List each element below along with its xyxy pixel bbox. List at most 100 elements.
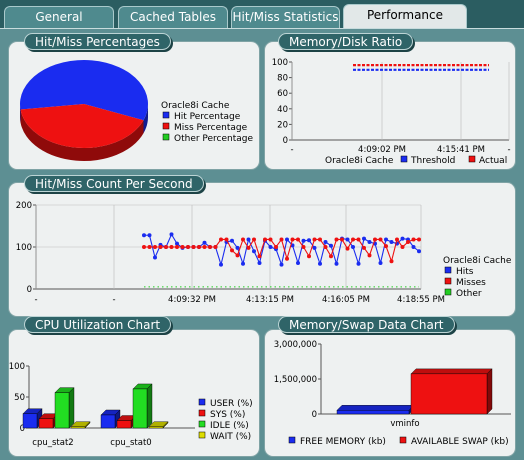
bar-sys-cpu-stat2: [38, 418, 54, 429]
x-tick-label: 4:13:15 PM: [246, 295, 294, 305]
data-point-hits: [334, 261, 339, 266]
legend-label-miss-percentage: Miss Percentage: [174, 123, 248, 133]
data-point-misses: [296, 237, 300, 242]
data-point-misses: [252, 237, 256, 242]
y-tick-label: 100: [16, 243, 32, 253]
data-point-misses: [323, 245, 328, 249]
data-point-hits: [323, 239, 328, 244]
y-tick-label: 0: [27, 285, 32, 295]
y-tick-label: 200: [16, 201, 32, 211]
pie-slice-miss-percentage: [20, 104, 144, 148]
pie-slice-hit-percentage: [20, 60, 148, 121]
memory-swap-bar-chart: 3,000,000 1,500,000 0 vminfo FREE MEMORY (kb…: [274, 340, 511, 447]
data-point-hits: [169, 232, 174, 237]
bar-sys-cpu-stat0: [116, 420, 132, 429]
data-point-hits: [246, 237, 251, 242]
x-tick-label: -: [112, 295, 115, 305]
bar-available-swap-kb-top: [410, 368, 493, 375]
data-point-misses: [224, 237, 229, 242]
data-point-misses: [257, 254, 262, 259]
performance-monitor-page: Oracle8i Cache Hit Percentage Miss Percent…: [0, 28, 524, 460]
data-point-misses: [241, 237, 245, 242]
legend-label-user: USER (%): [210, 399, 253, 409]
data-point-misses: [169, 245, 174, 249]
data-point-misses: [312, 237, 317, 242]
legend-label-threshold: Threshold: [410, 156, 455, 166]
legend-swatch-actual: [468, 155, 476, 163]
cpu-utilization-title: CPU Utilization Chart: [24, 316, 172, 333]
data-point-misses: [351, 237, 355, 242]
y-tick-label: 100: [9, 362, 25, 372]
tab-general[interactable]: General: [4, 6, 114, 28]
y-tick-label: 0: [20, 424, 25, 434]
data-point-hits: [241, 261, 245, 266]
legend-swatch-wait: [198, 431, 206, 439]
bar-free-memory-kb: [336, 410, 410, 415]
data-point-hits: [329, 243, 333, 248]
bar-available-swap-kb: [410, 373, 488, 415]
tab-hit-miss-statistics[interactable]: Hit/Miss Statistics: [231, 6, 340, 28]
memory-disk-ratio-panel: 100 80 60 40 20 0-4:09:02 PM 4:15:41 PM - Oracle…: [264, 41, 516, 170]
data-point-misses: [186, 245, 190, 249]
data-point-misses: [268, 237, 273, 242]
data-point-misses: [274, 245, 278, 249]
data-point-misses: [334, 237, 339, 242]
y-tick-label: 0: [283, 136, 288, 146]
x-tick-label: cpu_stat0: [110, 438, 151, 448]
data-point-hits: [252, 249, 256, 254]
data-point-misses: [406, 239, 410, 244]
data-point-hits: [147, 233, 152, 238]
memory-swap-title: Memory/Swap Data Chart: [278, 316, 455, 333]
bar-available-swap-kb-side: [486, 368, 493, 415]
hit-miss-percentages-panel: Oracle8i Cache Hit Percentage Miss Percent…: [8, 41, 260, 170]
data-point-misses: [180, 245, 185, 249]
data-point-misses: [400, 245, 405, 249]
data-point-misses: [356, 237, 361, 242]
data-point-misses: [175, 245, 179, 249]
data-point-misses: [202, 245, 207, 249]
x-tick-label: -: [290, 145, 293, 155]
x-tick-label: 4:15:41 PM: [437, 145, 485, 155]
data-point-misses: [191, 245, 196, 249]
data-point-hits: [230, 238, 234, 243]
data-point-hits: [417, 249, 421, 254]
legend-swatch-threshold: [400, 155, 408, 163]
y-tick-label: 80: [277, 74, 288, 84]
legend-label-free-memory-kb: FREE MEMORY (kb): [300, 437, 386, 447]
memory-disk-ratio-title: Memory/Disk Ratio: [278, 33, 414, 50]
data-point-hits: [312, 245, 317, 250]
y-tick-label: 3,000,000: [274, 340, 317, 350]
y-tick-label: 100: [272, 58, 288, 68]
x-tick-label: 4:09:32 PM: [168, 295, 216, 305]
data-point-misses: [307, 254, 311, 259]
memory-swap-panel: 3,000,000 1,500,000 0 vminfo FREE MEMORY (kb…: [264, 329, 516, 457]
data-point-misses: [290, 237, 295, 242]
data-point-misses: [378, 237, 383, 242]
tab-cached-tables[interactable]: Cached Tables: [118, 6, 228, 28]
data-point-misses: [395, 237, 399, 242]
data-point-misses: [345, 246, 350, 251]
legend-title: Oracle8i Cache: [161, 101, 230, 111]
data-point-hits: [356, 261, 361, 266]
data-point-hits: [257, 260, 262, 265]
data-point-hits: [345, 237, 350, 242]
legend-swatch-user: [198, 398, 206, 406]
tab-performance-monitor[interactable]: Performance Monitor: [343, 4, 467, 42]
legend-label-available-swap-kb: AVAILABLE SWAP (kb): [411, 437, 509, 447]
data-point-misses: [373, 237, 377, 242]
legend-swatch-misses: [444, 277, 452, 285]
data-point-misses: [279, 237, 284, 242]
legend-label-other: Other: [456, 289, 482, 299]
data-point-hits: [279, 262, 284, 267]
legend-label-actual: Actual: [479, 156, 507, 166]
legend-label-hit-percentage: Hit Percentage: [174, 112, 241, 122]
bar-wait-cpu-stat2: [70, 426, 86, 429]
legend-swatch-other-percentage: [162, 133, 170, 141]
data-point-misses: [197, 245, 201, 249]
data-point-hits: [175, 241, 179, 246]
data-point-hits: [202, 240, 207, 245]
pie-rim-hit-percentage: [20, 104, 21, 123]
y-tick-label: 0: [312, 410, 317, 420]
